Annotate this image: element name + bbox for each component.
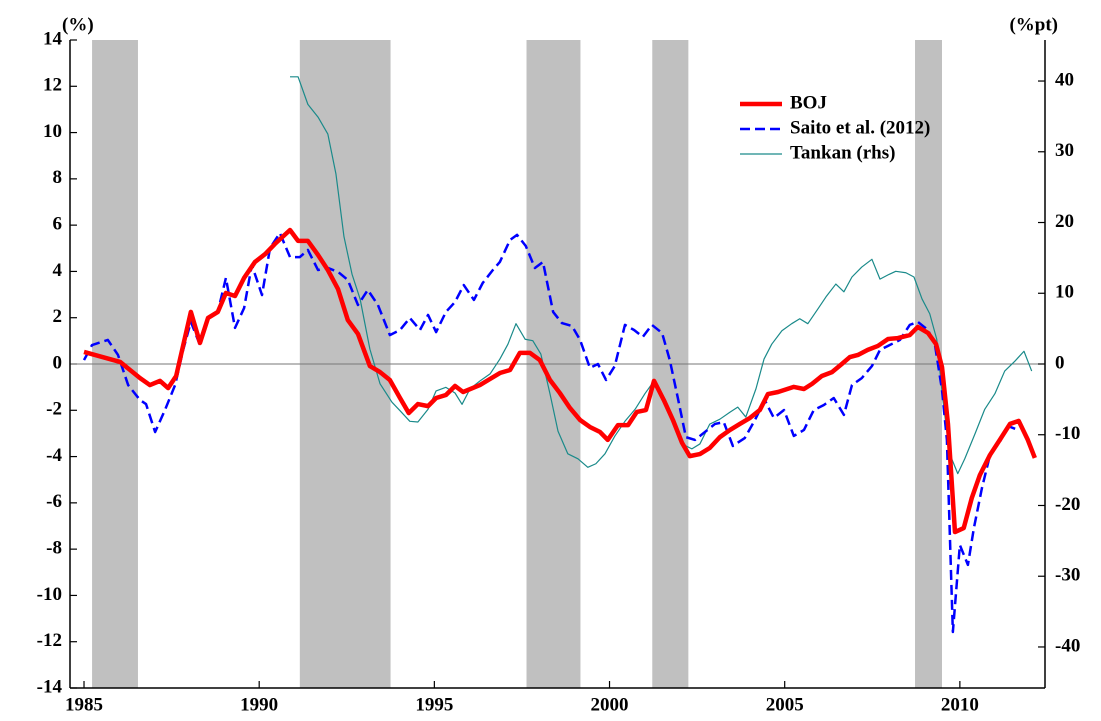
y2-tick-label: 40 [1055, 69, 1074, 90]
y-tick-label: 2 [53, 306, 63, 327]
legend-label: Tankan (rhs) [790, 142, 895, 163]
y-tick-label: 6 [53, 214, 63, 235]
series-line [83, 227, 1037, 535]
legend: BOJ Saito et al. (2012) Tankan (rhs) [740, 92, 930, 163]
y-tick-label: -14 [37, 676, 63, 697]
y-tick-label: -4 [46, 445, 62, 466]
y-tick-label: -6 [46, 491, 62, 512]
y-tick-label: 8 [53, 167, 63, 188]
legend-label: BOJ [790, 92, 827, 113]
x-tick-label: 2000 [591, 694, 629, 715]
y2-axis-label: (%pt) [1009, 14, 1058, 35]
y-tick-label: -10 [37, 584, 62, 605]
y-axis-label: (%) [62, 14, 94, 35]
y-tick-label: -8 [46, 538, 62, 559]
y2-tick-label: -40 [1055, 635, 1080, 656]
x-tick-label: 2005 [766, 694, 804, 715]
series-line [82, 231, 1019, 634]
legend-label: Saito et al. (2012) [790, 117, 930, 138]
y-tick-label: 0 [53, 352, 63, 373]
y2-tick-label: -10 [1055, 423, 1080, 444]
y2-tick-label: 0 [1055, 352, 1065, 373]
y-tick-label: 4 [53, 260, 63, 281]
x-tick-label: 1995 [415, 694, 453, 715]
y-tick-label: 12 [43, 75, 62, 96]
y-tick-label: -12 [37, 630, 62, 651]
x-tick-label: 2010 [941, 694, 979, 715]
y-tick-label: -2 [46, 399, 62, 420]
y-tick-label: 14 [43, 28, 63, 49]
y2-tick-label: 10 [1055, 282, 1074, 303]
x-tick-label: 1990 [240, 694, 278, 715]
y2-tick-label: -30 [1055, 565, 1080, 586]
y2-tick-label: 20 [1055, 211, 1074, 232]
y-tick-label: 10 [43, 121, 62, 142]
x-tick-label: 1985 [65, 694, 103, 715]
y2-tick-label: -20 [1055, 494, 1080, 515]
y2-tick-label: 30 [1055, 140, 1074, 161]
